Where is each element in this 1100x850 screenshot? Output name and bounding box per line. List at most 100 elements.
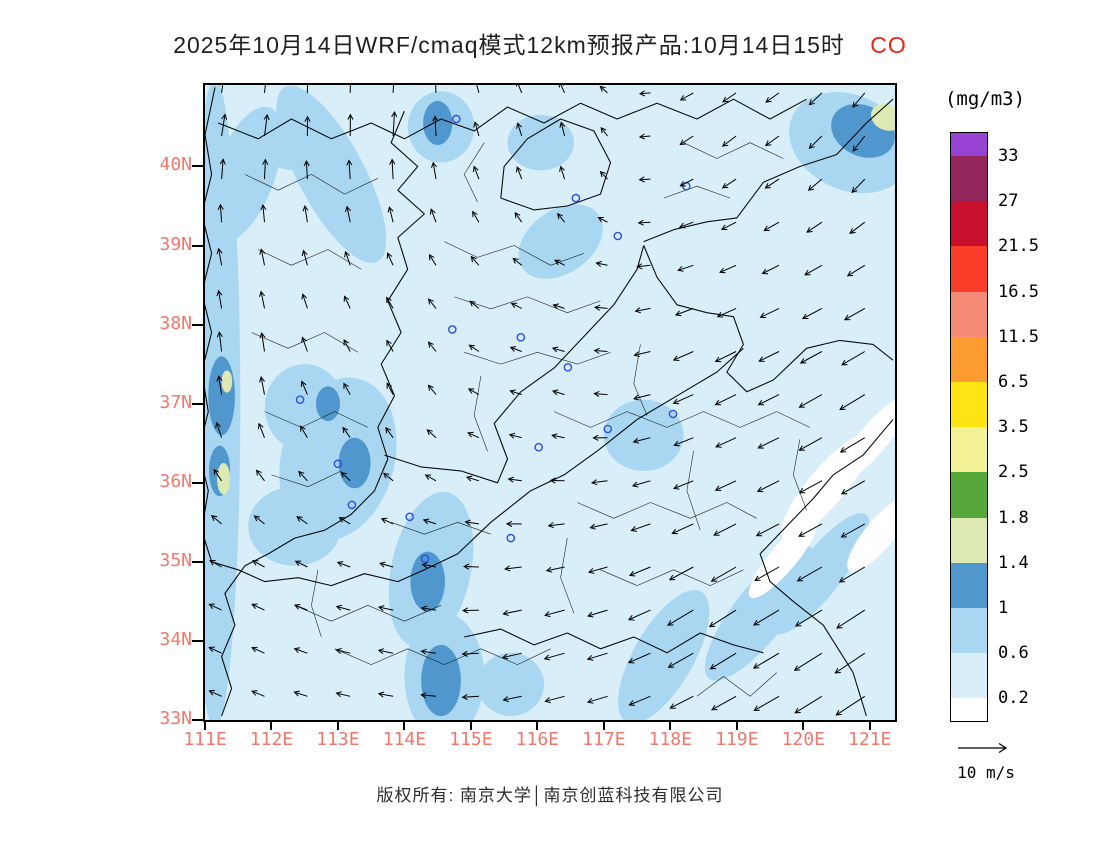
colorbar-segment (951, 336, 987, 382)
colorbar-label: 21.5 (998, 236, 1039, 257)
colorbar-label: 0.2 (998, 688, 1029, 709)
lat-axis-label: 38N (159, 312, 192, 334)
station-marker (295, 395, 305, 405)
lon-tick (403, 722, 406, 730)
lon-axis-label: 117E (582, 729, 626, 750)
colorbar-segment (951, 156, 987, 202)
colorbar-segment (951, 133, 987, 156)
wind-reference-label: 10 m/s (957, 763, 1015, 782)
station-marker (534, 442, 544, 452)
station-marker (447, 325, 457, 334)
colorbar-label: 33 (998, 146, 1019, 166)
colorbar-label: 16.5 (998, 281, 1039, 302)
colorbar-label: 27 (998, 191, 1019, 212)
colorbar-segment (951, 427, 987, 473)
lat-tick (192, 719, 203, 721)
colorbar-label: 0.6 (998, 643, 1029, 664)
lon-axis-label: 120E (781, 729, 825, 750)
fill-patch (338, 437, 371, 489)
colorbar-segment (951, 291, 987, 337)
station-marker (603, 424, 613, 434)
lat-tick (192, 639, 203, 642)
lat-tick (192, 560, 203, 563)
colorbar-label: 1 (998, 598, 1009, 618)
fill-patch (507, 115, 574, 171)
title-species-label: CO (870, 32, 907, 58)
station-marker (563, 362, 573, 372)
lon-axis-label: 112E (249, 729, 294, 750)
concentration-fill (205, 85, 895, 720)
fill-patch (258, 107, 332, 171)
fill-patch (477, 652, 544, 717)
lon-tick (270, 722, 273, 730)
page-title: 2025年10月14日WRF/cmaq模式12km预报产品:10月14日15时 … (0, 26, 1080, 60)
colorbar-label: 1.4 (998, 552, 1029, 573)
station-marker (668, 409, 678, 419)
forecast-map (203, 83, 897, 722)
colorbar (950, 132, 988, 723)
colorbar-segment (951, 246, 987, 292)
lon-tick (536, 722, 539, 730)
fill-patch (421, 644, 461, 717)
lon-tick (669, 722, 672, 730)
fill-patch (618, 589, 710, 720)
colorbar-segment (951, 517, 987, 563)
station-marker (451, 114, 461, 124)
colorbar-unit-label: (mg/m3) (944, 88, 1026, 110)
lon-axis-label: 119E (715, 729, 759, 750)
colorbar-segment (951, 653, 987, 699)
lon-axis-label: 111E (183, 729, 227, 750)
lat-axis-label: 36N (159, 470, 192, 492)
fill-patch (748, 517, 818, 599)
wind-vectors (208, 85, 866, 716)
lat-axis-label: 34N (159, 628, 192, 650)
lat-tick (192, 323, 203, 326)
colorbar-segment (951, 472, 987, 518)
county-boundaries (244, 142, 811, 697)
station-marker (506, 533, 516, 543)
lat-axis-label: 40N (159, 154, 192, 176)
fill-patch (603, 399, 684, 471)
station-marker (333, 459, 343, 469)
lon-tick (602, 722, 605, 730)
lat-axis-label: 35N (159, 549, 192, 571)
lon-tick (469, 722, 472, 730)
colorbar-label: 1.8 (998, 507, 1029, 528)
fill-patch (221, 370, 233, 393)
colorbar-segment (951, 698, 987, 722)
fill-patch (704, 545, 816, 681)
lon-axis-label: 116E (515, 729, 560, 750)
station-marker (405, 512, 414, 522)
lat-tick (192, 402, 203, 405)
map-canvas (205, 85, 895, 720)
fill-patch (316, 386, 340, 422)
lon-tick (868, 722, 871, 730)
fill-patch (870, 104, 895, 131)
lat-tick (192, 481, 203, 484)
lon-tick (735, 722, 738, 730)
lon-axis-label: 113E (316, 729, 360, 750)
province-boundaries (205, 87, 894, 717)
title-text: 2025年10月14日WRF/cmaq模式12km预报产品:10月14日15时 (173, 32, 845, 58)
fill-patch (208, 356, 235, 436)
colorbar-segment (951, 562, 987, 608)
station-marker (613, 231, 623, 241)
lon-tick (204, 722, 206, 730)
lon-axis-label: 114E (382, 729, 427, 750)
lon-tick (802, 722, 805, 730)
lon-axis-label: 115E (449, 729, 493, 750)
station-marker (516, 332, 526, 342)
lon-axis-label: 121E (848, 729, 892, 750)
lon-tick (336, 722, 339, 730)
colorbar-segment (951, 201, 987, 247)
wind-reference-arrow-icon (958, 742, 1008, 754)
lat-axis-label: 33N (159, 708, 192, 729)
lat-axis-label: 39N (159, 233, 192, 255)
wind-reference: 10 m/s (944, 740, 1028, 782)
lat-axis-label: 37N (159, 391, 192, 413)
colorbar-label: 3.5 (998, 417, 1029, 438)
colorbar-segment (951, 607, 987, 654)
fill-patch (248, 486, 342, 566)
fill-patch (423, 100, 453, 146)
